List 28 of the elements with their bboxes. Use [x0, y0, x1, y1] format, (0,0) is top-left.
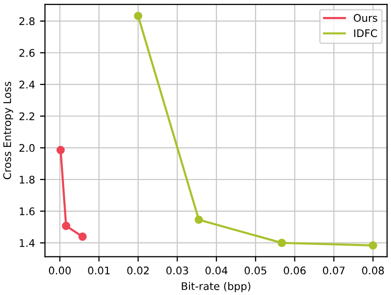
x-tick-label: 0.06 — [284, 266, 306, 274]
x-tick-label: 0.03 — [166, 266, 188, 274]
y-tick-label: 2.2 — [19, 112, 34, 120]
y-tick-label: 2.0 — [19, 144, 35, 152]
point — [56, 146, 65, 154]
x-tick-label: 0.02 — [127, 266, 149, 274]
y-axis-title: Cross Entropy Loss — [3, 82, 14, 180]
point — [78, 232, 87, 241]
y-tick-label: 2.6 — [19, 48, 35, 57]
point — [368, 241, 378, 250]
y-tick-label: 1.8 — [20, 176, 35, 184]
point — [278, 238, 286, 248]
y-tick-label: 1.6 — [20, 207, 35, 216]
y-tick-label: 2.8 — [19, 17, 35, 26]
x-tick-label: 0.05 — [244, 266, 266, 274]
point — [194, 216, 203, 224]
x-axis-title: Bit-rate (bpp) — [182, 282, 250, 292]
legend-label: IDFC — [354, 29, 377, 38]
x-tick-label: 0.00 — [48, 266, 71, 274]
legend-label: Ours — [354, 14, 378, 22]
point — [62, 222, 70, 230]
point — [134, 12, 142, 20]
y-tick-label: 1.4 — [20, 239, 35, 247]
x-tick-label: 0.07 — [322, 266, 345, 274]
y-tick-label: 2.4 — [19, 80, 35, 88]
x-tick-label: 0.04 — [206, 266, 228, 274]
x-tick-label: 0.08 — [362, 266, 384, 274]
x-tick-label: 0.01 — [88, 266, 110, 274]
